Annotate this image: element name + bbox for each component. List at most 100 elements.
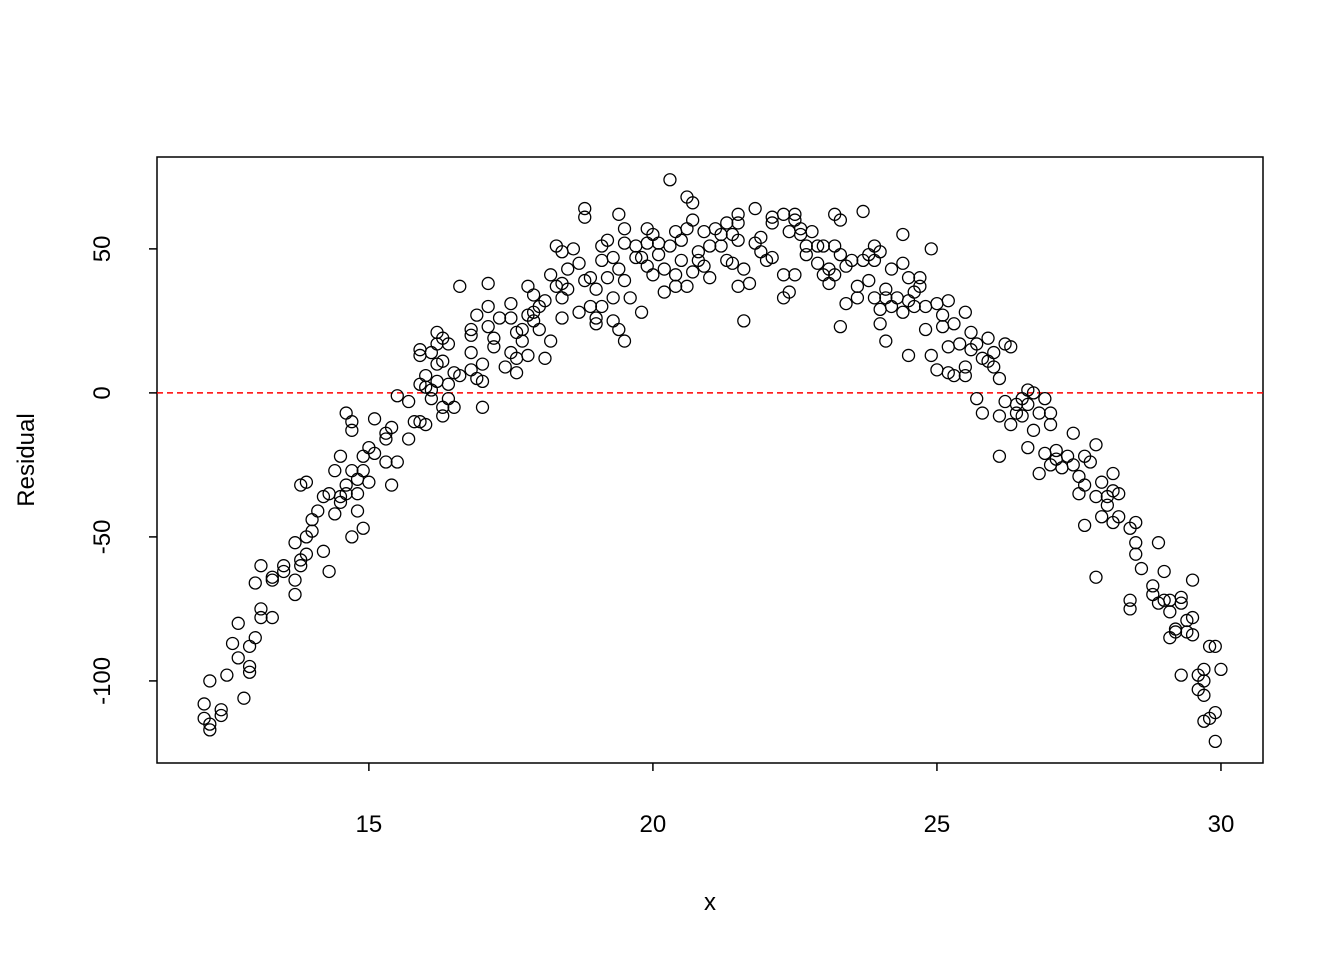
point (1146, 579, 1160, 593)
point (1134, 561, 1149, 576)
point (663, 239, 677, 253)
point (1066, 426, 1080, 440)
point (731, 207, 745, 221)
point (896, 227, 910, 242)
point (1106, 466, 1120, 481)
point (1026, 423, 1041, 437)
point (725, 256, 740, 270)
point (1026, 386, 1041, 400)
point (475, 400, 490, 414)
point (970, 392, 984, 406)
point (242, 659, 257, 674)
point (453, 368, 467, 383)
point (703, 271, 717, 285)
point (1185, 628, 1200, 642)
point (1151, 536, 1166, 550)
point (1066, 458, 1080, 472)
point (583, 271, 598, 285)
point (595, 299, 609, 314)
point (521, 348, 535, 363)
point (214, 708, 228, 723)
point (498, 360, 512, 374)
point (617, 222, 632, 236)
point (401, 432, 416, 446)
point (572, 305, 586, 319)
point (1077, 478, 1092, 492)
point (538, 294, 552, 308)
point (913, 279, 927, 293)
point (833, 247, 848, 262)
point (362, 475, 376, 489)
y-axis-label: Residual (13, 413, 40, 506)
point (453, 279, 467, 293)
point (288, 573, 302, 587)
point (441, 377, 456, 391)
point (964, 325, 978, 340)
point (1112, 487, 1126, 501)
point (299, 547, 314, 561)
point (1015, 409, 1029, 423)
point (481, 276, 495, 291)
point (333, 449, 348, 463)
point (544, 334, 558, 348)
point (504, 296, 518, 311)
point (265, 610, 279, 625)
point (299, 475, 314, 489)
point (436, 354, 450, 368)
point (242, 665, 257, 679)
point (1185, 573, 1200, 587)
point (294, 559, 308, 573)
point (288, 536, 302, 550)
point (470, 308, 484, 322)
point (833, 213, 848, 227)
point (612, 322, 626, 337)
point (600, 233, 615, 247)
point (1089, 438, 1103, 452)
point (731, 216, 745, 230)
point (1043, 406, 1058, 420)
point (782, 285, 796, 299)
point (873, 245, 887, 259)
y-tick-label: 50 (89, 236, 116, 263)
point (896, 256, 910, 270)
point (401, 394, 416, 409)
point (350, 487, 365, 501)
point (419, 417, 433, 432)
point (686, 265, 700, 279)
point (612, 262, 626, 276)
point (220, 668, 234, 682)
point (487, 331, 501, 345)
point (992, 371, 1007, 386)
point (328, 507, 342, 521)
point (1112, 510, 1126, 524)
point (345, 423, 359, 437)
point (1129, 515, 1143, 530)
point (265, 570, 279, 584)
point (663, 173, 677, 187)
point (356, 521, 370, 535)
point (606, 250, 620, 265)
point (810, 239, 825, 253)
point (526, 288, 541, 302)
point (237, 691, 251, 705)
point (600, 271, 615, 285)
point (913, 271, 927, 285)
point (1004, 340, 1018, 354)
point (316, 544, 331, 558)
point (612, 207, 626, 221)
point (265, 573, 279, 587)
point (742, 276, 757, 291)
point (788, 268, 802, 282)
point (345, 415, 359, 429)
point (754, 230, 768, 245)
point (1197, 688, 1211, 702)
point (1185, 610, 1200, 625)
point (589, 311, 603, 325)
point (992, 449, 1007, 463)
point (367, 412, 382, 426)
point (680, 279, 694, 293)
point (674, 253, 688, 268)
point (1214, 662, 1228, 677)
point (390, 389, 404, 403)
point (1032, 466, 1046, 481)
